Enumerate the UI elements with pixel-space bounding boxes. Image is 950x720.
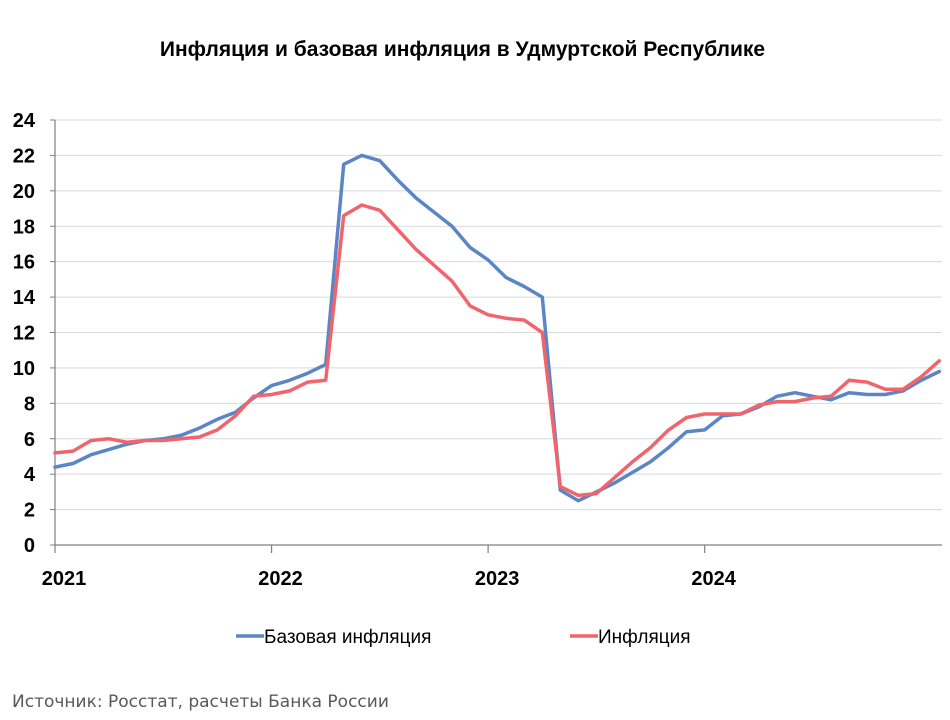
- legend-label: Базовая инфляция: [264, 627, 431, 648]
- y-tick-label: 6: [24, 429, 35, 451]
- y-tick-label: 0: [24, 535, 35, 557]
- chart-title: Инфляция и базовая инфляция в Удмуртской…: [159, 38, 766, 61]
- series-line-inflation: [53, 203, 942, 498]
- y-tick-label: 10: [13, 358, 35, 380]
- y-tick-label: 2: [24, 500, 35, 522]
- y-tick-label: 22: [13, 145, 35, 167]
- y-tick-label: 14: [13, 287, 36, 309]
- series-line-core-inflation: [53, 153, 942, 503]
- y-tick-label: 16: [13, 252, 35, 274]
- y-tick-label: 18: [13, 216, 35, 238]
- y-tick-label: 24: [13, 110, 36, 132]
- x-tick-label: 2023: [475, 568, 520, 590]
- y-tick-label: 20: [13, 181, 35, 203]
- series-lines: [53, 153, 942, 503]
- source-note: Источник: Росстат, расчеты Банка России: [12, 692, 389, 712]
- grid-lines: [55, 119, 942, 511]
- legend-label: Инфляция: [598, 627, 691, 648]
- legend: Базовая инфляция Инфляция: [236, 627, 691, 648]
- y-tick-label: 12: [13, 323, 35, 345]
- x-tick-label: 2024: [691, 568, 736, 590]
- x-tick-label: 2022: [258, 568, 303, 590]
- x-tick-label: 2021: [42, 568, 87, 590]
- y-tick-label: 8: [24, 393, 35, 415]
- y-tick-label: 4: [24, 464, 36, 486]
